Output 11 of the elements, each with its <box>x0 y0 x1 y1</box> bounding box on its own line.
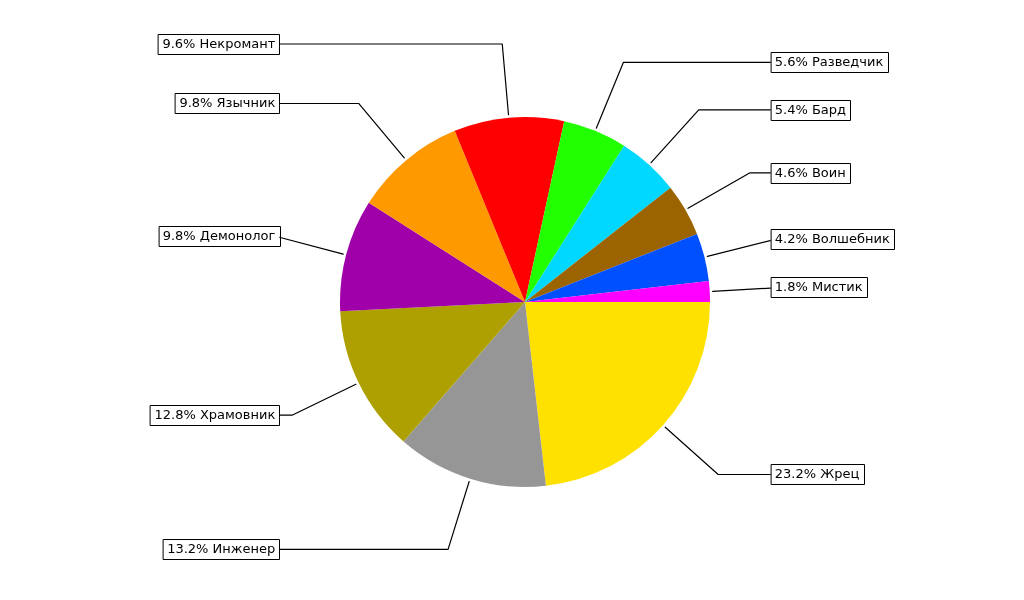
slice-label: 5.4% Бард <box>774 101 847 117</box>
slice-label: 1.8% Мистик <box>774 279 863 295</box>
slice-label: 5.6% Разведчик <box>774 54 884 70</box>
slice-label: 12.8% Храмовник <box>154 407 276 423</box>
slice-label: 9.8% Демонолог <box>162 227 276 243</box>
slice-label: 9.6% Некромант <box>162 35 276 51</box>
slice-label: 13.2% Инженер <box>167 541 276 557</box>
slice-label: 4.2% Волшебник <box>774 231 890 247</box>
slice-label: 23.2% Жрец <box>774 466 860 482</box>
slice-label: 4.6% Воин <box>774 164 846 180</box>
slice-label: 9.8% Язычник <box>179 95 276 111</box>
